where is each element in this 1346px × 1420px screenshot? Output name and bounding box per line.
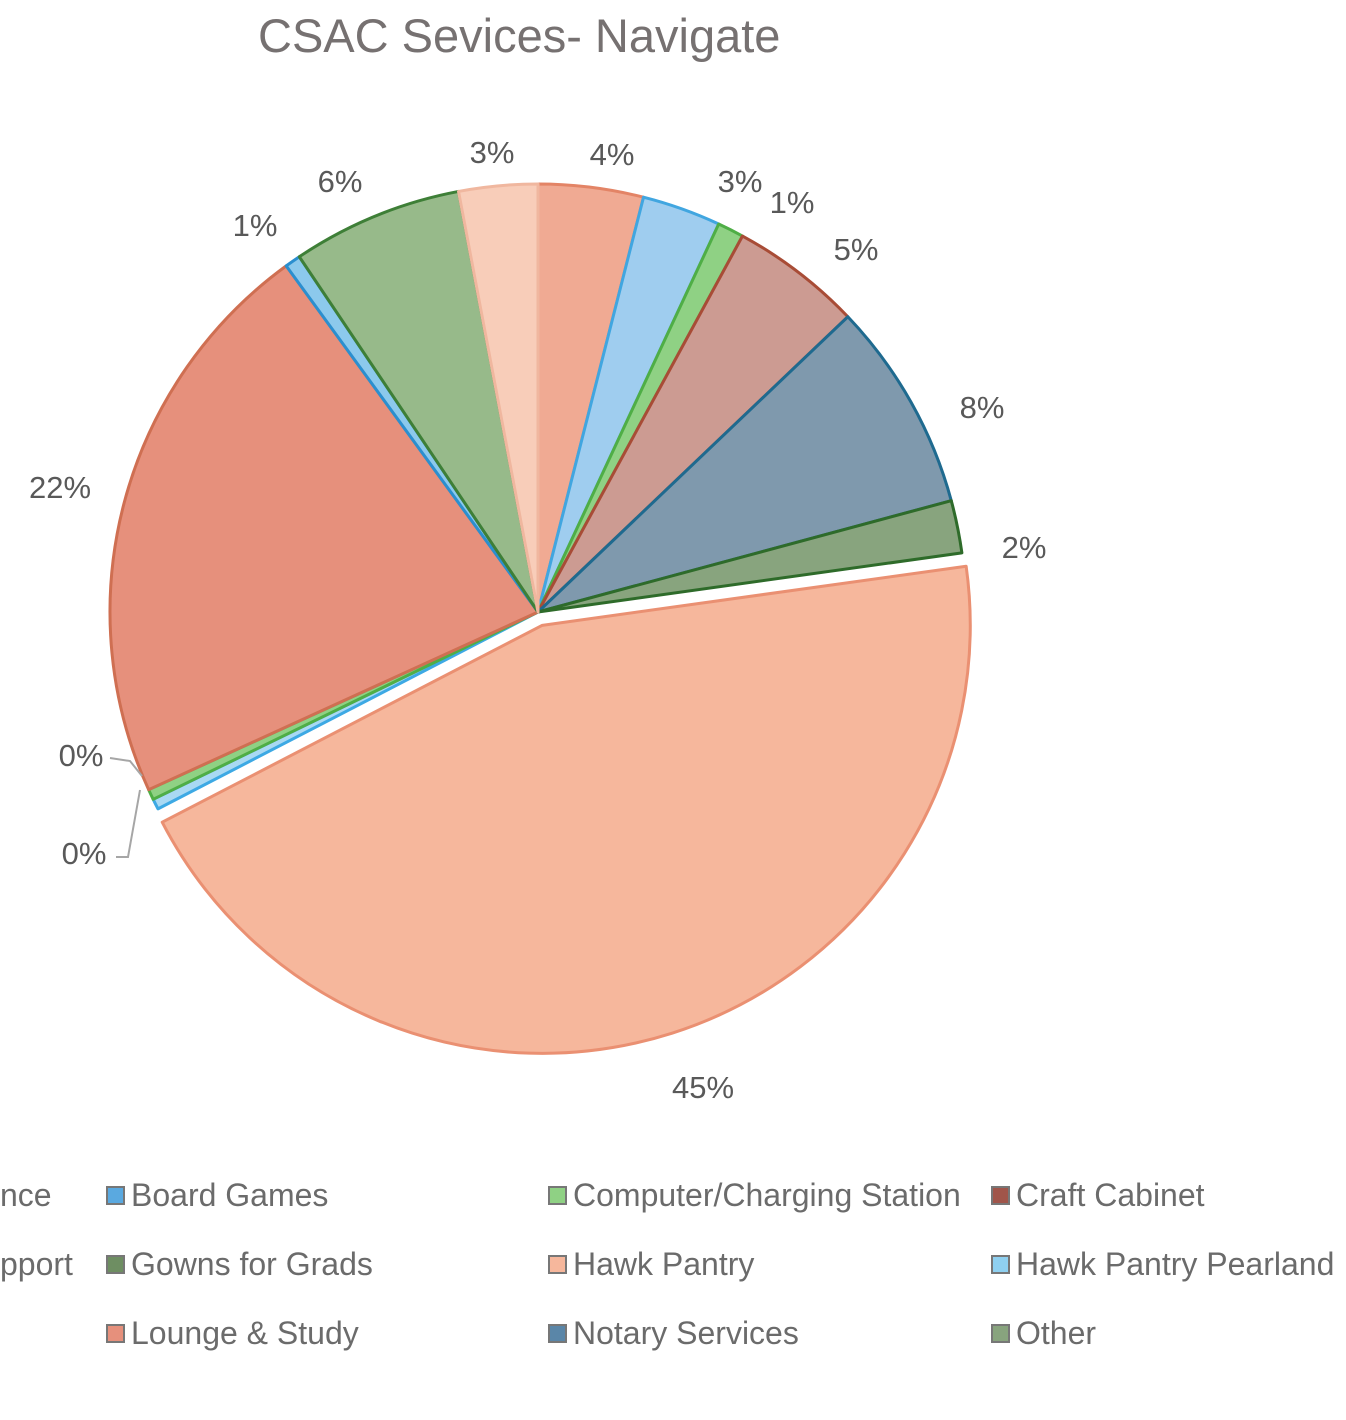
data-label: 0% [59, 738, 104, 773]
legend-label: nce [0, 1177, 52, 1213]
chart-title: CSAC Sevices- Navigate [258, 9, 781, 62]
legend-item: Other [991, 1313, 1096, 1353]
legend-label: Board Games [131, 1177, 329, 1213]
legend-label: Computer/Charging Station [573, 1177, 961, 1213]
data-label: 1% [770, 185, 815, 220]
pie-slice-unlabeled-12 [457, 182, 540, 614]
legend-item: Lounge & Study [106, 1313, 359, 1353]
data-label: 1% [233, 208, 278, 243]
legend-swatch [106, 1185, 125, 1205]
data-label: 6% [318, 164, 363, 199]
legend-item: Gowns for Grads [106, 1244, 373, 1284]
leader-line [109, 757, 143, 777]
legend-item: Hawk Pantry [548, 1244, 754, 1284]
leader-line [116, 789, 141, 858]
data-label: 0% [62, 836, 107, 871]
legend-label: pport [0, 1246, 73, 1282]
legend-item: Craft Cabinet [991, 1175, 1205, 1215]
data-label: 5% [834, 232, 879, 267]
legend-swatch [106, 1254, 125, 1274]
legend-item: nce [0, 1175, 52, 1215]
legend-swatch [991, 1185, 1010, 1205]
legend-swatch [106, 1323, 125, 1343]
legend-label: Notary Services [573, 1315, 799, 1351]
legend-swatch [548, 1254, 567, 1274]
data-label: 8% [960, 390, 1005, 425]
legend-item: Notary Services [548, 1313, 799, 1353]
pie-slice-lounge-and-study [160, 564, 972, 1055]
data-label: 4% [590, 137, 635, 172]
data-label: 3% [718, 164, 763, 199]
data-label: 22% [29, 470, 91, 505]
legend-swatch [548, 1323, 567, 1343]
legend-swatch [548, 1185, 567, 1205]
legend-label: Gowns for Grads [131, 1246, 373, 1282]
legend-label: Hawk Pantry Pearland [1016, 1246, 1335, 1282]
legend-label: Craft Cabinet [1016, 1177, 1205, 1213]
data-label: 45% [672, 1070, 734, 1105]
pie-slice-hawk-pantry-pearland [536, 499, 964, 614]
legend-swatch [991, 1323, 1010, 1343]
legend-label: Hawk Pantry [573, 1246, 755, 1282]
legend-swatch [991, 1254, 1010, 1274]
legend-item: Computer/Charging Station [548, 1175, 961, 1215]
pie-slice-hawk-pantry [536, 315, 953, 614]
data-label: 2% [1002, 530, 1047, 565]
legend-label: Lounge & Study [131, 1315, 359, 1351]
legend-label: Other [1016, 1315, 1097, 1351]
legend-item: pport [0, 1244, 73, 1284]
pie-chart: 4%3%1%5%8%2%45%0%0%22%1%6%3% [29, 135, 1047, 1105]
legend-item: Hawk Pantry Pearland [991, 1244, 1334, 1284]
pie-slice-unlabeled-9 [108, 264, 540, 792]
legend-item: Board Games [106, 1175, 328, 1215]
data-label: 3% [470, 135, 515, 170]
